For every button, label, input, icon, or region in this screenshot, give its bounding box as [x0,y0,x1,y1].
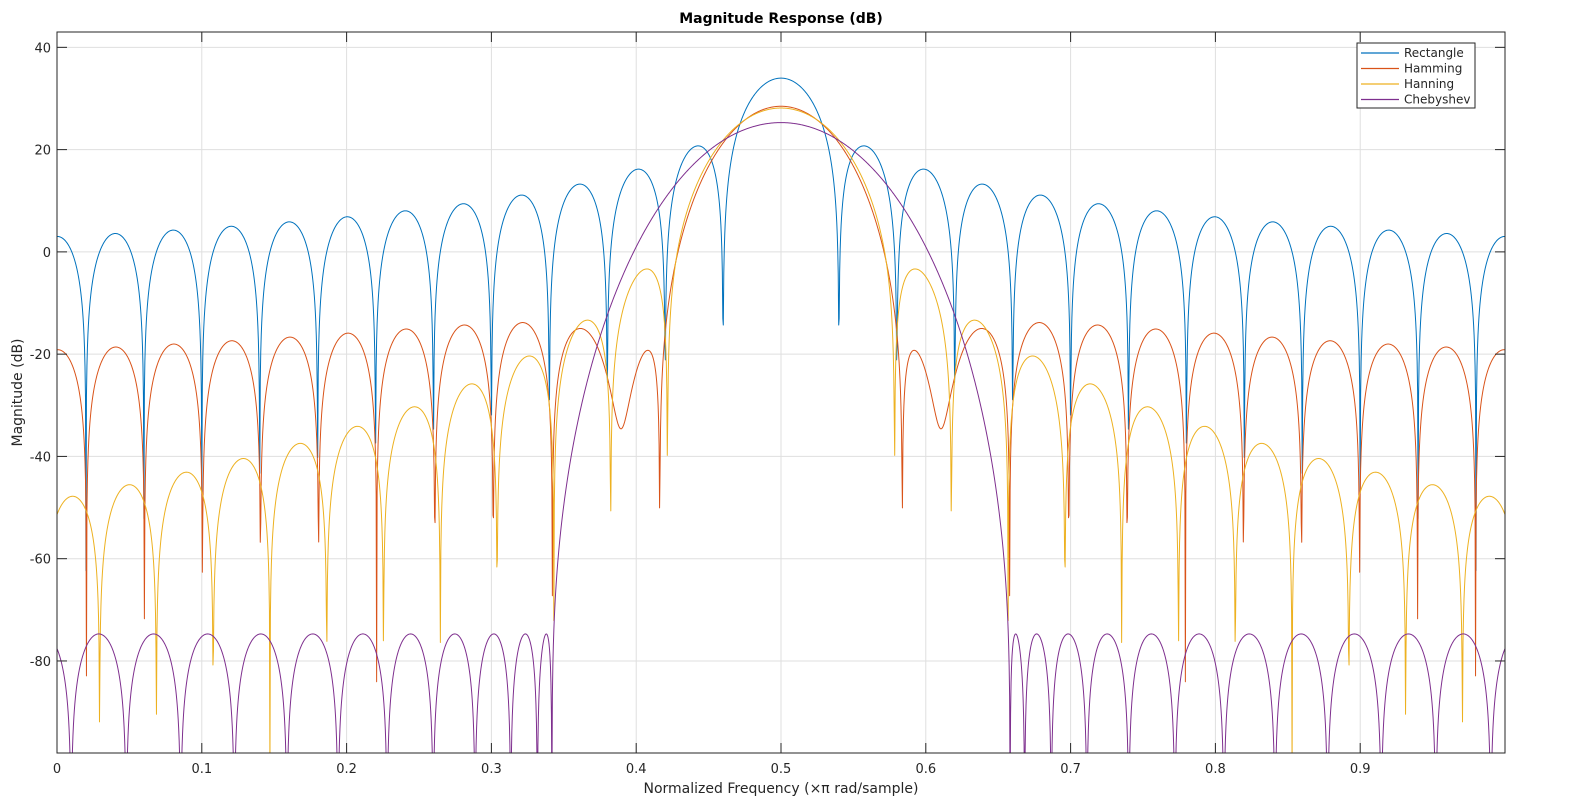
series-lines [57,77,1505,753]
y-tick-label: -80 [30,655,51,670]
legend-label-chebyshev: Chebyshev [1404,93,1470,107]
x-tick-label: 0.7 [1060,762,1081,777]
x-tick-label: 0.6 [915,762,936,777]
x-tick-label: 0.5 [771,762,792,777]
y-tick-label: 20 [34,144,51,159]
axis-ticks: 0 0.1 0.2 0.3 0.4 0.5 0.6 0.7 0.8 0.9 40 20 0 -20 -40 -… [30,32,1505,777]
series-line-hanning [57,107,1505,753]
series-line-chebyshev [57,122,1505,753]
chart-title: Magnitude Response (dB) [679,11,883,27]
series-line-hamming [57,105,1505,683]
y-tick-label: -40 [30,450,51,465]
x-tick-label: 0 [53,762,61,777]
y-tick-label: -60 [30,553,51,568]
x-tick-label: 0.3 [481,762,502,777]
x-axis-label: Normalized Frequency (×π rad/sample) [644,781,919,797]
x-tick-label: 0.2 [336,762,357,777]
series-line-rectangle [57,77,1505,572]
x-tick-label: 0.8 [1205,762,1226,777]
legend-label-hanning: Hanning [1404,77,1454,91]
y-tick-label: -20 [30,348,51,363]
legend-box [1356,42,1476,109]
y-axis-label: Magnitude (dB) [10,338,26,446]
legend-label-hamming: Hamming [1404,62,1462,76]
y-tick-label: 0 [43,246,51,261]
x-tick-label: 0.1 [191,762,212,777]
x-tick-label: 0.9 [1350,762,1371,777]
y-tick-label: 40 [34,41,51,56]
legend-label-rectangle: Rectangle [1404,46,1464,60]
x-tick-label: 0.4 [626,762,647,777]
